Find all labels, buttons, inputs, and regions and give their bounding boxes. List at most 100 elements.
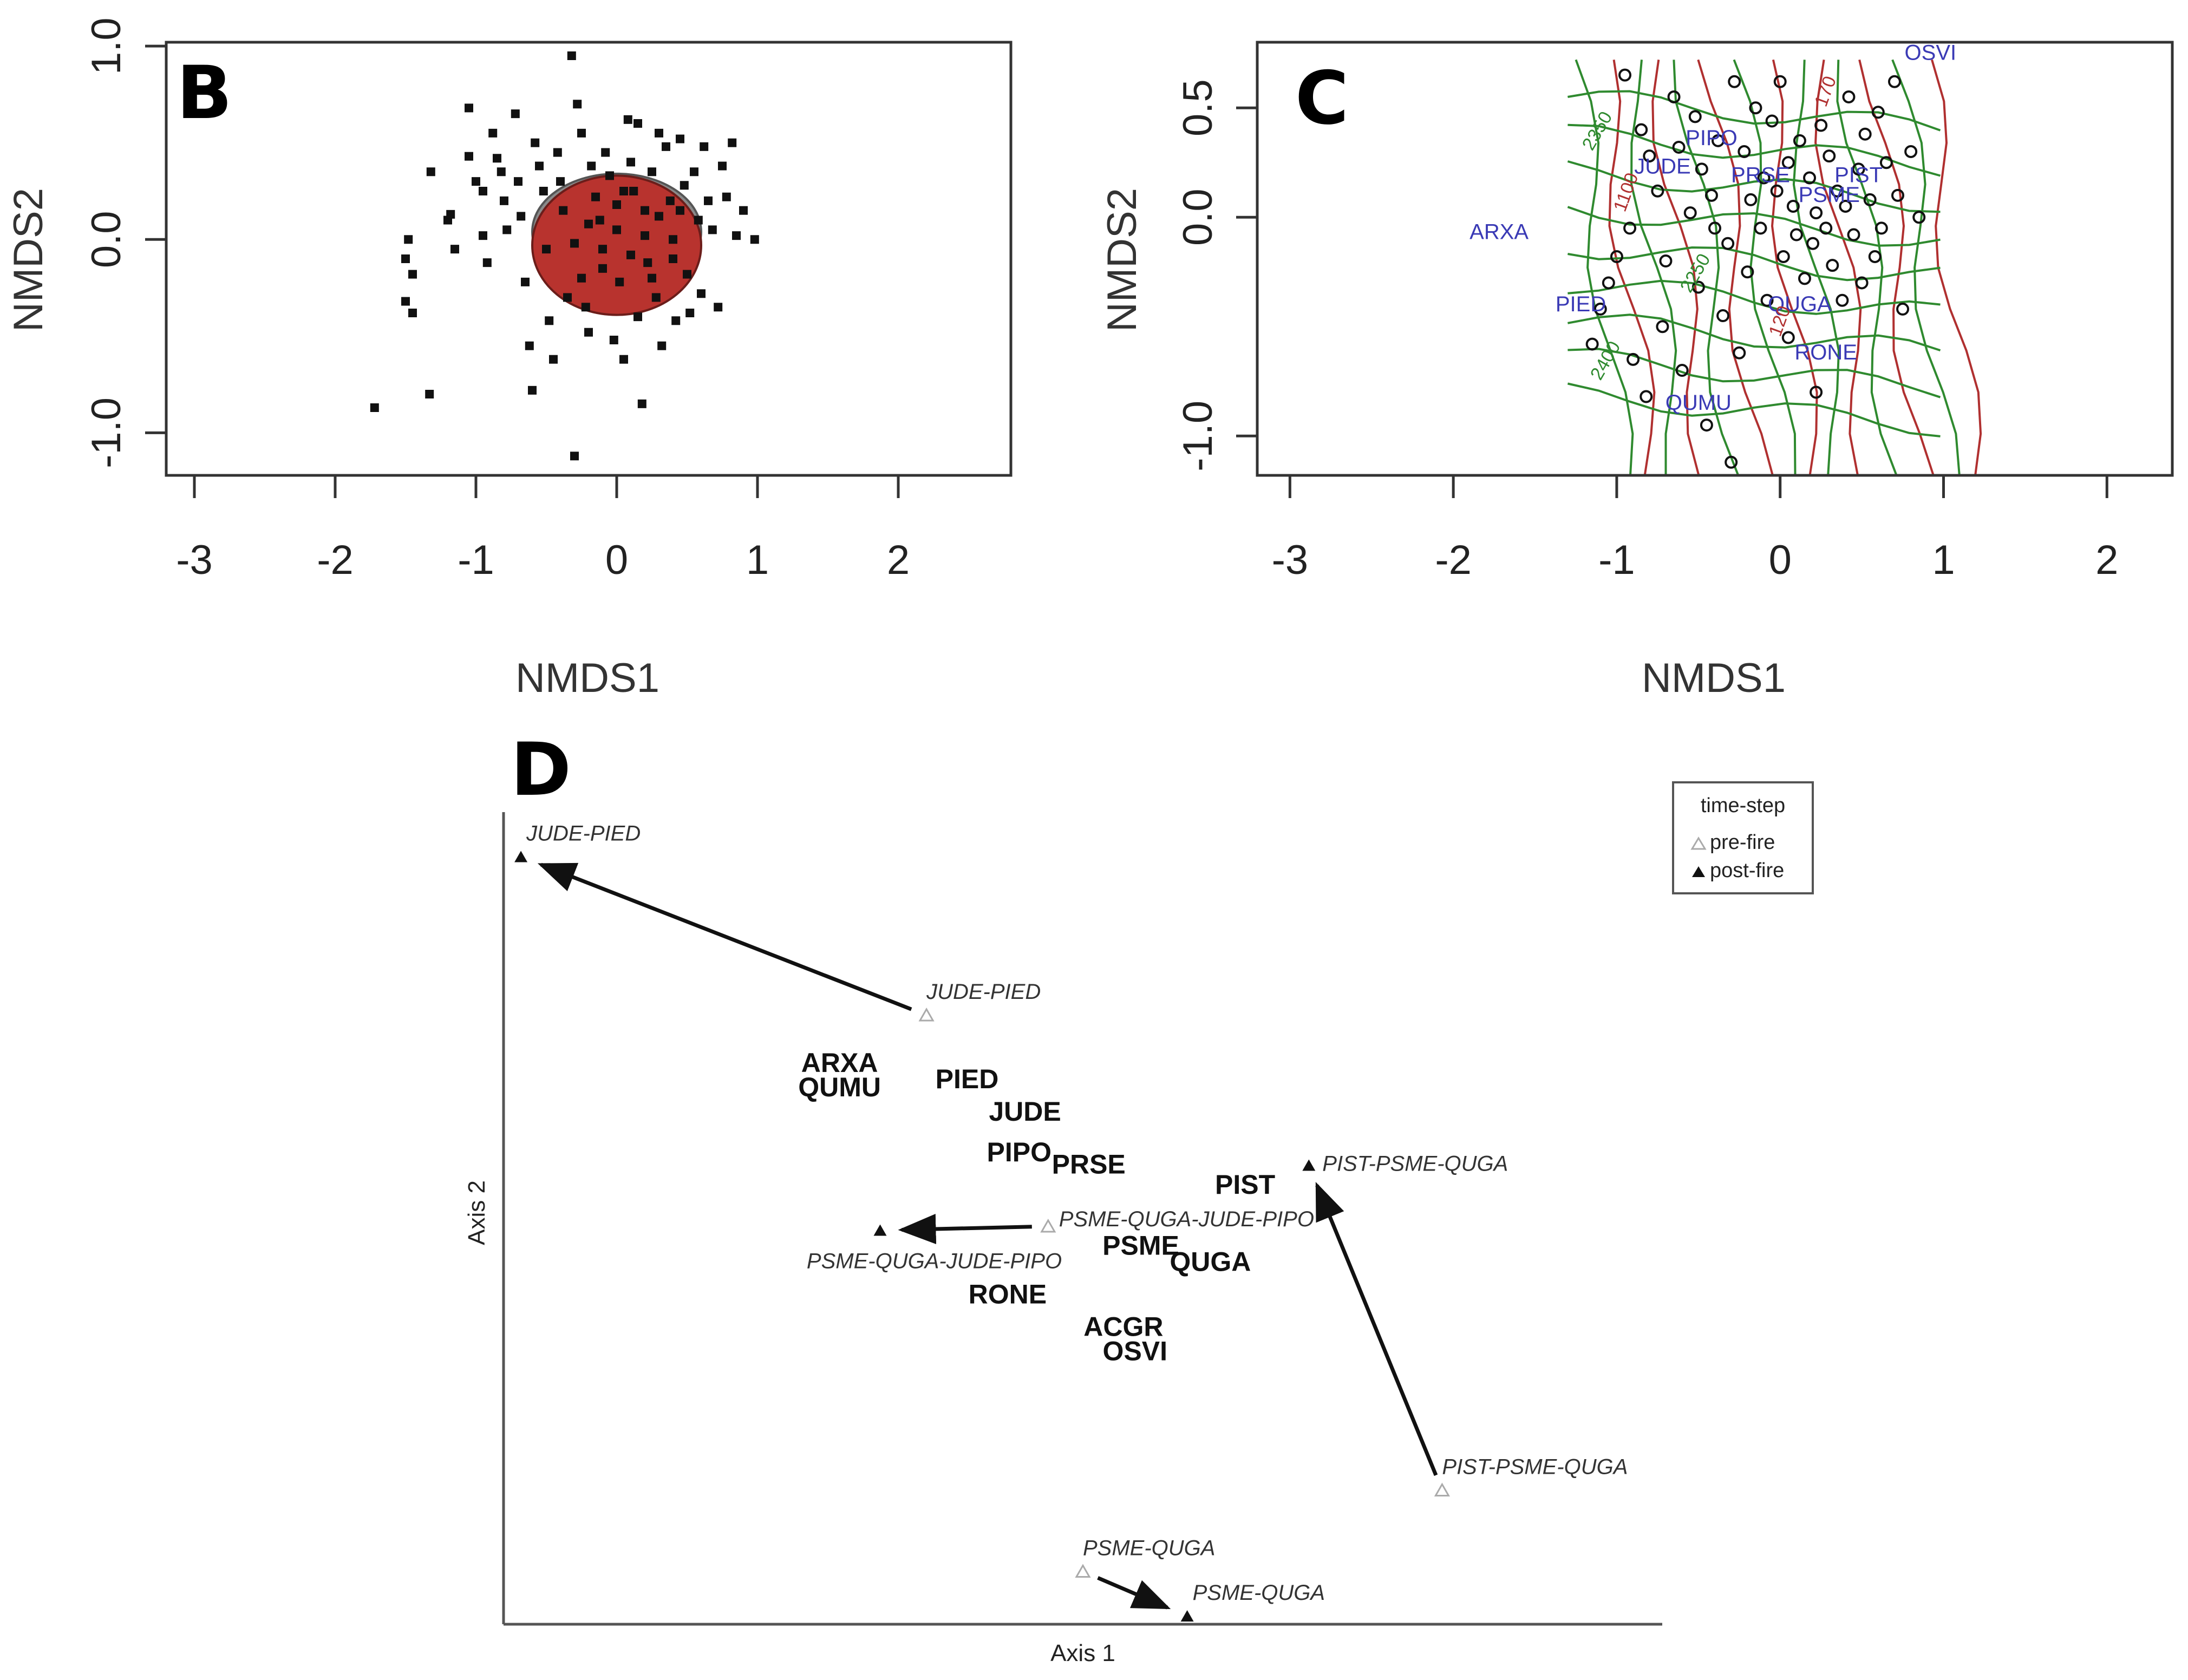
data-point — [648, 273, 656, 283]
species-label: PSME — [1102, 1231, 1179, 1261]
species-label: QUGA — [1768, 292, 1832, 316]
data-point — [1754, 221, 1767, 235]
pre-fire-marker — [918, 1007, 935, 1022]
data-point — [425, 390, 434, 398]
post-fire-marker — [873, 1224, 887, 1236]
data-point — [728, 138, 737, 147]
data-point — [750, 235, 759, 244]
data-point — [629, 187, 638, 195]
panel-c-points — [1585, 68, 1926, 469]
species-label: ARXA — [1469, 220, 1529, 244]
contour-line — [1792, 60, 1840, 476]
data-point — [633, 312, 642, 322]
data-point — [704, 196, 713, 205]
data-point — [581, 303, 590, 312]
data-point — [570, 239, 579, 248]
data-point — [1823, 149, 1836, 163]
data-point — [535, 161, 544, 171]
data-point — [1659, 254, 1673, 268]
data-point — [1839, 200, 1852, 213]
data-point — [539, 187, 548, 195]
species-label: PRSE — [1052, 1149, 1126, 1180]
panel-b-letter: B — [177, 50, 232, 135]
panel-b-points — [370, 51, 759, 461]
data-point — [1688, 110, 1702, 123]
data-point — [641, 231, 649, 240]
data-point — [450, 245, 459, 254]
data-point — [655, 128, 663, 138]
legend-title: time-step — [1701, 794, 1785, 817]
contour-line — [1567, 279, 1941, 315]
data-point — [1858, 127, 1872, 141]
data-point — [479, 187, 487, 195]
panel-d-trajectories: JUDE-PIEDJUDE-PIEDPSME-QUGA-JUDE-PIPOPSM… — [514, 822, 1628, 1622]
data-point — [1836, 293, 1849, 307]
data-point — [1863, 193, 1877, 206]
species-label: PIPO — [1686, 126, 1738, 150]
pre-fire-marker — [1040, 1218, 1056, 1233]
data-point — [657, 341, 667, 350]
data-point — [1643, 149, 1656, 163]
data-point — [528, 385, 537, 395]
data-point — [1855, 276, 1869, 290]
data-point — [1810, 206, 1823, 220]
trajectory-label-pre: PSME-QUGA-JUDE-PIPO — [1059, 1207, 1314, 1231]
contour-line — [1858, 59, 1935, 476]
panel-b-x-label: NMDS1 — [515, 655, 659, 701]
data-point — [584, 328, 593, 337]
data-point — [1610, 250, 1623, 263]
trajectory-label-pre: JUDE-PIED — [926, 980, 1041, 1004]
panel-d: D Axis 1 Axis 2 JUDE-PIED JUDE-PIED PSME-Q… — [463, 727, 1814, 1666]
post-fire-marker — [514, 851, 528, 862]
trajectory-arrow — [537, 862, 912, 1011]
trajectory-label-post: PSME-QUGA — [1193, 1581, 1325, 1605]
panel-b-y-label: NMDS2 — [5, 188, 51, 332]
red-ellipse — [531, 174, 702, 316]
data-point — [1912, 211, 1926, 224]
data-point — [514, 177, 522, 186]
data-point — [623, 115, 632, 124]
y-tick-label: -1.0 — [83, 397, 129, 468]
legend: time-step pre-fire post-fire — [1672, 781, 1814, 894]
data-point — [1810, 385, 1823, 399]
data-point — [502, 225, 512, 234]
data-point — [1831, 184, 1844, 198]
data-point — [1675, 364, 1689, 377]
post-fire-marker — [1302, 1159, 1316, 1171]
data-point — [1744, 193, 1758, 206]
x-tick-label: 1 — [746, 537, 769, 583]
data-point — [609, 336, 618, 344]
data-point — [626, 250, 635, 259]
contour-line — [1567, 90, 1941, 132]
data-point — [1891, 188, 1904, 202]
data-point — [1887, 75, 1901, 88]
data-point — [643, 258, 652, 267]
panel-d-y-label: Axis 2 — [463, 1180, 490, 1245]
contour-label: 2250 — [1676, 250, 1715, 296]
data-point — [665, 196, 675, 205]
data-point — [1847, 228, 1860, 241]
y-tick-label: 0.0 — [1175, 188, 1221, 246]
data-point — [521, 277, 530, 286]
data-point — [633, 119, 642, 128]
data-point — [1602, 276, 1615, 290]
data-point — [1757, 171, 1771, 185]
data-point — [641, 206, 649, 215]
data-point — [370, 403, 379, 412]
y-tick-label: 0.5 — [1175, 79, 1221, 136]
x-tick-label: -2 — [1435, 537, 1472, 583]
data-point — [497, 167, 506, 177]
data-point — [1738, 145, 1751, 159]
data-point — [1700, 419, 1713, 432]
data-point — [1640, 390, 1653, 403]
contour-line — [1836, 60, 1898, 476]
data-point — [1773, 75, 1787, 88]
data-point — [637, 399, 646, 408]
contour-label: 2350 — [1578, 108, 1617, 154]
contour-line — [1673, 60, 1740, 476]
panel-b-y-axis: -1.0 0.0 1.0 — [83, 17, 168, 468]
data-point — [694, 215, 703, 225]
contour-line — [1567, 382, 1941, 437]
data-point — [1708, 221, 1721, 235]
